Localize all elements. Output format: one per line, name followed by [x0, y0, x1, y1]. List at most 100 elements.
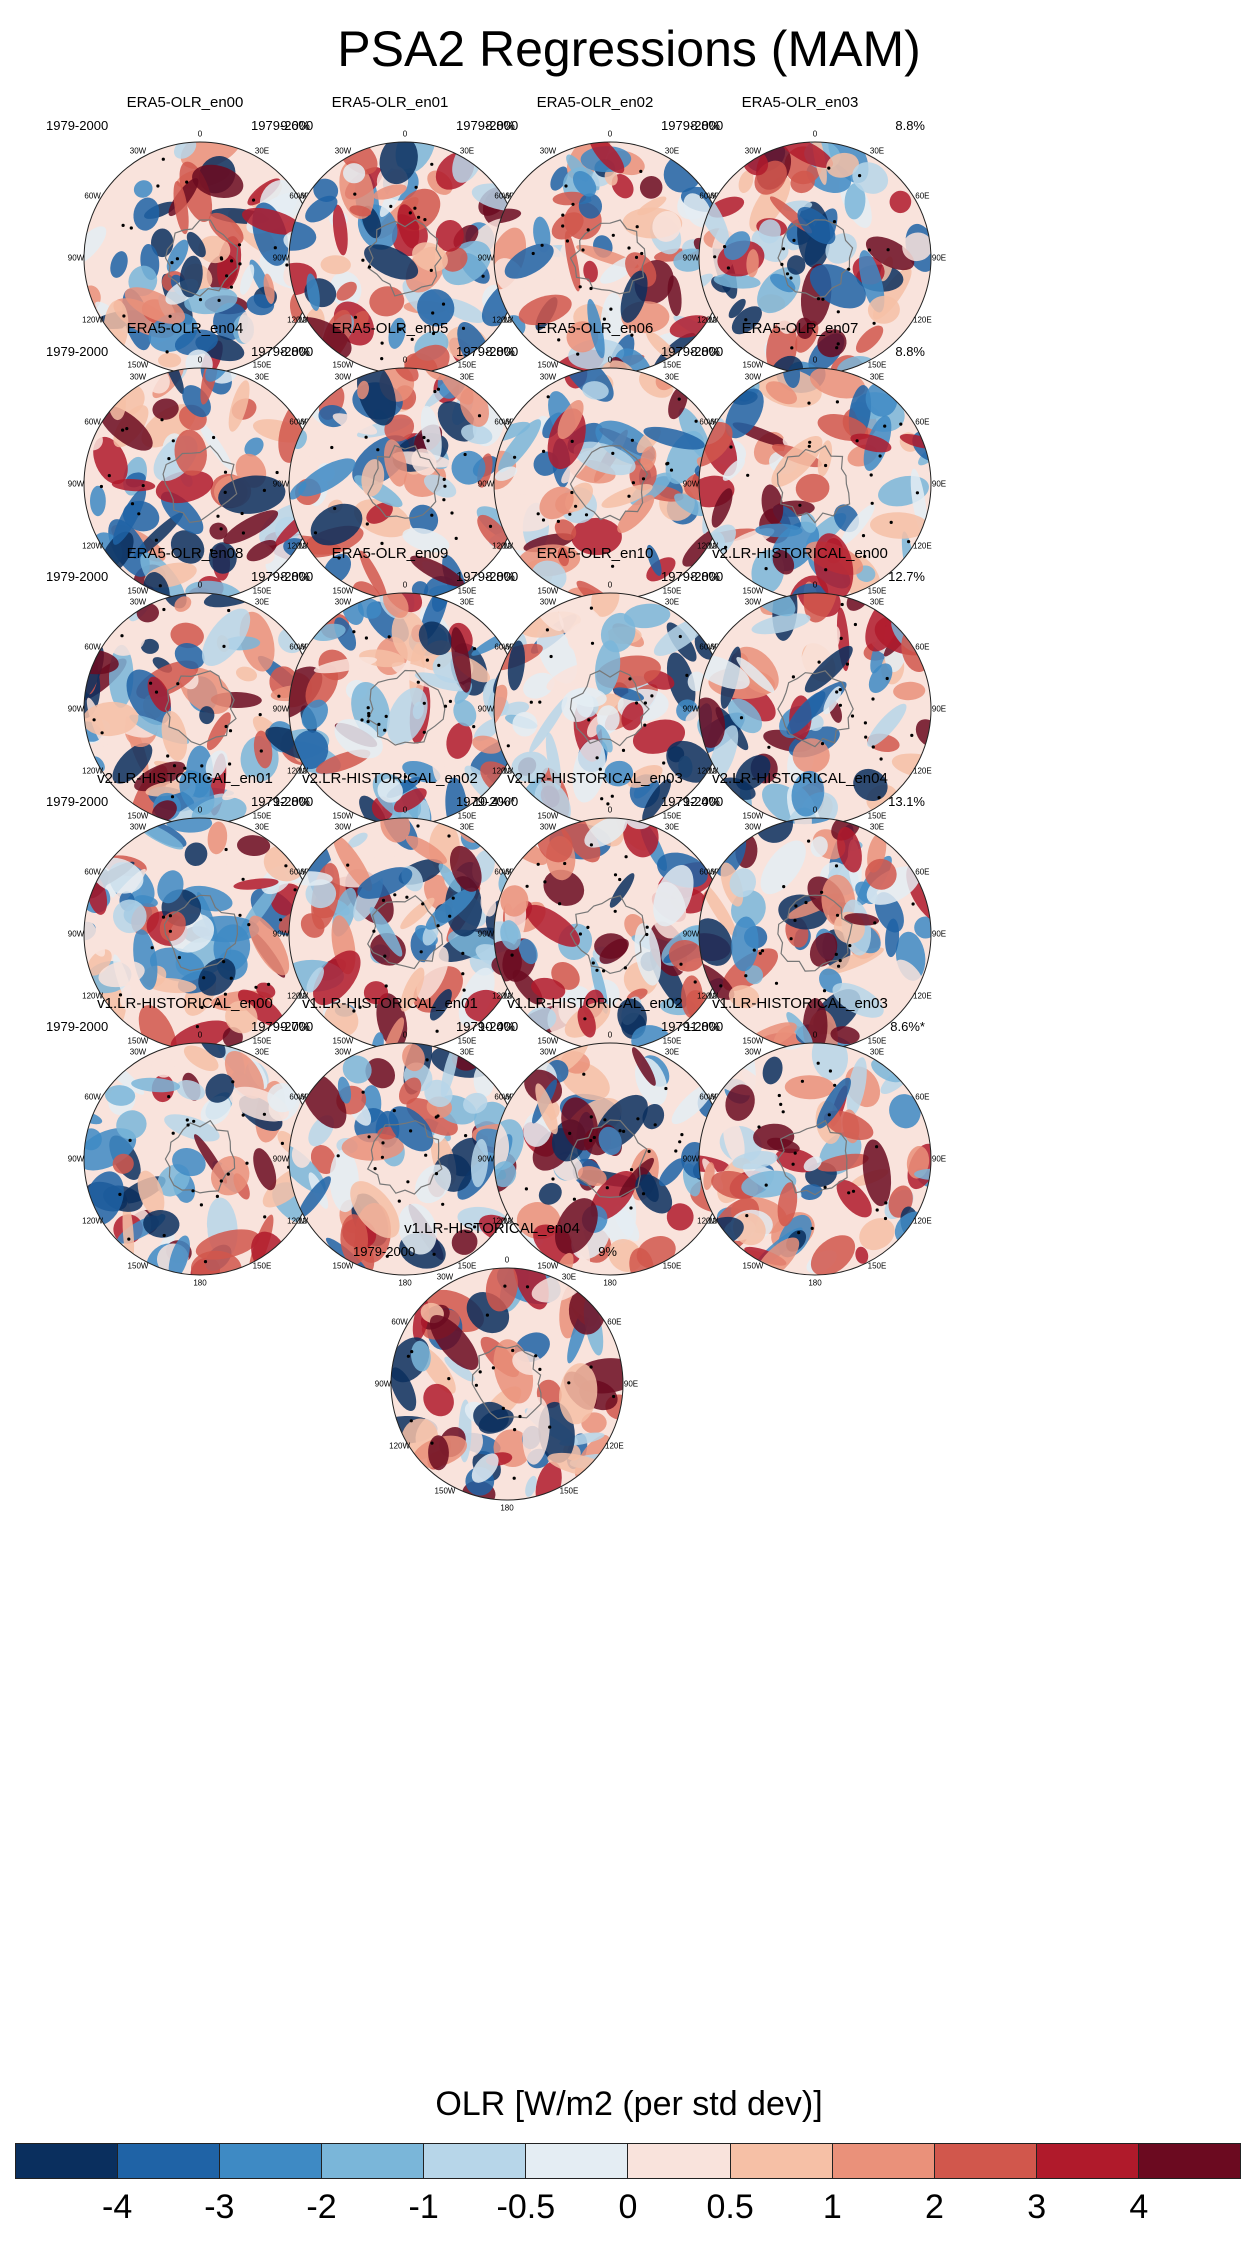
anomaly-contour — [89, 485, 106, 517]
panel-title: v2.LR-HISTORICAL_en01 — [97, 770, 273, 787]
significance-dot — [419, 950, 423, 954]
anomaly-contour — [400, 967, 425, 1012]
significance-dot — [847, 1191, 851, 1195]
anomaly-contour — [410, 555, 464, 587]
anomaly-contour — [174, 329, 218, 356]
anomaly-contour — [800, 624, 841, 675]
antarctica-coastline — [777, 219, 854, 299]
anomaly-contour — [671, 1083, 714, 1125]
anomaly-contour — [723, 1116, 745, 1164]
colorbar-tick-label: -3 — [204, 2188, 235, 2226]
anomaly-contour — [391, 610, 428, 662]
longitude-label: 90W — [67, 704, 85, 714]
anomaly-contour — [826, 152, 859, 178]
colorbar-tick-label: -1 — [408, 2188, 439, 2226]
anomaly-contour — [646, 544, 662, 576]
colorbar-swatch — [322, 2144, 425, 2178]
anomaly-contour — [725, 1084, 755, 1121]
longitude-label: 150E — [662, 1036, 682, 1046]
significance-dot — [168, 914, 172, 918]
significance-dot — [417, 215, 421, 219]
significance-dot — [422, 435, 426, 440]
significance-dot — [171, 439, 175, 443]
significance-dot — [100, 731, 104, 735]
anomaly-contour — [320, 255, 351, 275]
significance-dot — [643, 723, 647, 727]
longitude-label: 150E — [457, 811, 477, 821]
longitude-label: 150E — [867, 811, 887, 821]
anomaly-contour — [870, 512, 929, 539]
longitude-label: 150W — [332, 811, 354, 821]
anomaly-contour — [653, 865, 694, 927]
anomaly-contour — [112, 742, 153, 784]
longitude-label: 30E — [561, 1272, 577, 1282]
longitude-label: 120W — [287, 766, 309, 776]
significance-dot — [589, 843, 593, 847]
significance-dot — [477, 414, 482, 418]
significance-dot — [611, 233, 615, 237]
significance-dot — [611, 451, 615, 455]
significance-dot — [125, 427, 129, 431]
anomaly-contour — [589, 142, 625, 174]
anomaly-contour — [761, 484, 784, 525]
anomaly-contour — [550, 381, 581, 406]
significance-dot — [636, 1117, 640, 1121]
significance-dot — [589, 1138, 593, 1143]
anomaly-contour — [634, 923, 662, 986]
significance-dot — [185, 1118, 189, 1122]
significance-dot — [231, 1080, 235, 1084]
panel-variance-percent: 8.6%* — [890, 1019, 925, 1034]
longitude-label: 0 — [402, 355, 408, 365]
significance-dot — [473, 647, 477, 651]
longitude-label: 150W — [537, 811, 559, 821]
significance-dot — [662, 761, 666, 765]
significance-dot — [203, 1260, 208, 1264]
significance-dot — [389, 204, 393, 208]
anomaly-contour — [525, 904, 580, 947]
longitude-label: 150E — [457, 586, 477, 596]
significance-dot — [540, 243, 544, 247]
anomaly-contour — [174, 642, 205, 670]
anomaly-contour — [246, 539, 277, 562]
anomaly-contour — [777, 1182, 798, 1227]
anomaly-contour — [699, 918, 733, 966]
longitude-label: 0 — [197, 1030, 203, 1040]
anomaly-contour — [525, 1475, 537, 1497]
anomaly-contour — [306, 273, 320, 311]
anomaly-contour — [152, 398, 179, 420]
polar-map — [698, 592, 932, 826]
significance-dot — [129, 226, 133, 230]
longitude-label: 90W — [682, 929, 700, 939]
map-panel: v1.LR-HISTORICAL_en04 1979-2000 9% 0 30E 60E 9… — [347, 1220, 638, 1520]
anomaly-contour — [500, 920, 521, 951]
anomaly-contour — [438, 863, 462, 893]
significance-dot — [285, 263, 289, 267]
anomaly-contour — [233, 878, 279, 890]
significance-dot — [224, 724, 228, 729]
longitude-label: 120W — [287, 541, 309, 551]
anomaly-contour — [504, 243, 554, 279]
significance-dot — [170, 795, 175, 799]
anomaly-contour — [871, 1058, 904, 1083]
significance-dot — [534, 1354, 538, 1358]
significance-dot — [219, 1179, 223, 1183]
anomaly-contour — [559, 1363, 598, 1425]
longitude-label: 60E — [915, 642, 930, 652]
anomaly-contour — [402, 1044, 425, 1072]
significance-dot — [627, 246, 631, 250]
longitude-label: 60W — [289, 1092, 306, 1102]
significance-dot — [167, 1095, 171, 1099]
significance-dot — [209, 548, 214, 552]
panel-years: 1979-2000 — [251, 118, 314, 133]
significance-dot — [228, 729, 233, 733]
anomaly-contour — [423, 1383, 454, 1417]
antarctica-coastline — [777, 1119, 848, 1196]
map-panel: v2.LR-HISTORICAL_en011979-200012.8%030E6… — [40, 770, 331, 1070]
significance-dot — [279, 918, 283, 922]
significance-dot — [409, 1419, 413, 1423]
anomaly-contour — [536, 624, 578, 684]
significance-dot — [120, 634, 124, 638]
significance-dot — [758, 951, 762, 955]
anomaly-contour — [444, 1356, 475, 1382]
